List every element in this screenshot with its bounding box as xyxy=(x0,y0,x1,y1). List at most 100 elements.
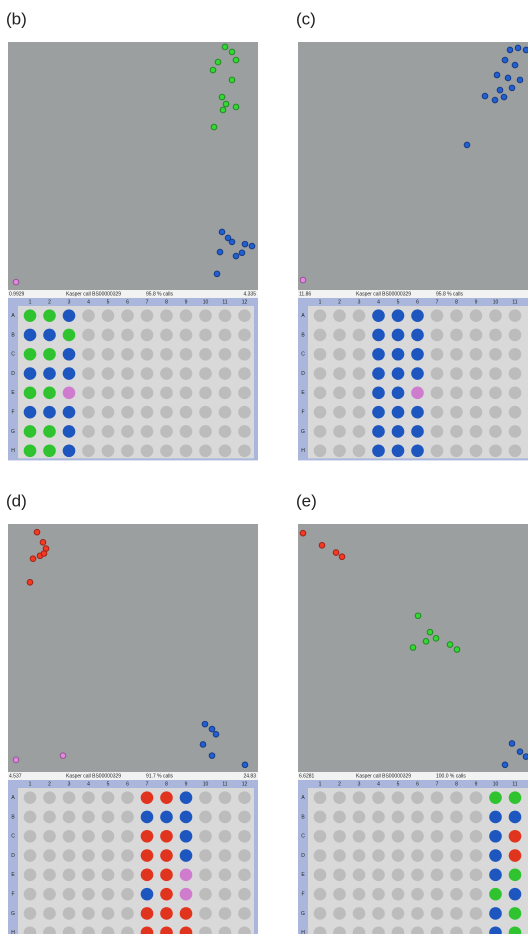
point xyxy=(332,549,340,556)
well xyxy=(179,907,193,920)
well xyxy=(372,444,385,458)
header-percent: 95.8 % calls xyxy=(146,291,173,297)
well xyxy=(218,425,232,438)
well xyxy=(179,926,193,934)
well xyxy=(140,926,154,934)
point xyxy=(506,46,514,54)
point xyxy=(214,58,222,66)
well xyxy=(430,810,444,824)
well xyxy=(450,810,463,824)
well xyxy=(508,328,522,342)
row-label: H xyxy=(11,930,15,934)
well xyxy=(508,868,522,882)
well xyxy=(352,425,366,438)
well xyxy=(43,810,56,824)
well xyxy=(469,444,483,458)
column-label: 4 xyxy=(87,299,90,305)
well xyxy=(372,309,385,322)
well xyxy=(313,926,327,934)
point xyxy=(228,76,236,84)
well xyxy=(179,309,193,322)
point xyxy=(504,74,512,82)
well xyxy=(140,328,154,342)
well xyxy=(450,791,463,804)
well xyxy=(391,309,405,322)
column-label: 5 xyxy=(397,781,400,787)
well xyxy=(313,810,327,824)
well xyxy=(218,328,232,342)
well xyxy=(62,309,76,322)
well xyxy=(489,849,502,862)
well xyxy=(411,309,424,322)
well xyxy=(313,444,327,458)
well xyxy=(411,907,424,920)
column-label: 7 xyxy=(146,781,149,787)
well xyxy=(43,347,56,361)
well xyxy=(160,868,173,882)
well xyxy=(313,309,327,322)
well xyxy=(140,405,154,419)
well xyxy=(62,907,76,920)
well xyxy=(199,907,212,920)
header-call: Kasper call BS00000329 xyxy=(66,773,121,779)
well xyxy=(391,386,405,400)
well xyxy=(101,328,115,342)
point xyxy=(516,748,524,755)
well xyxy=(82,868,95,882)
well xyxy=(179,791,193,804)
well xyxy=(121,887,134,901)
well xyxy=(411,887,424,901)
well xyxy=(23,810,37,824)
well xyxy=(391,926,405,934)
point xyxy=(481,92,489,100)
point xyxy=(522,46,528,54)
column-label: 5 xyxy=(397,299,400,305)
column-label: 4 xyxy=(87,781,90,787)
well xyxy=(82,829,95,843)
well xyxy=(23,328,37,342)
column-label: 11 xyxy=(222,781,227,787)
well xyxy=(23,849,37,862)
well xyxy=(391,444,405,458)
well xyxy=(411,829,424,843)
well xyxy=(333,367,346,380)
column-label: 2 xyxy=(338,299,341,305)
plate-wells-bg xyxy=(18,788,254,934)
point xyxy=(210,123,218,131)
well xyxy=(121,309,134,322)
well xyxy=(430,425,444,438)
header-left: 4.537 xyxy=(9,773,22,779)
plot-area xyxy=(8,524,258,772)
well xyxy=(489,386,502,400)
row-label: A xyxy=(11,313,15,319)
well xyxy=(199,309,212,322)
well xyxy=(160,386,173,400)
point xyxy=(248,242,256,250)
well xyxy=(450,405,463,419)
well xyxy=(199,829,212,843)
well xyxy=(62,849,76,862)
well xyxy=(140,868,154,882)
point xyxy=(414,612,422,620)
point xyxy=(241,240,249,248)
well xyxy=(450,849,463,862)
well xyxy=(218,926,232,934)
well xyxy=(140,425,154,438)
well xyxy=(179,425,193,438)
well xyxy=(238,425,251,438)
header-call: Kasper call BS00000329 xyxy=(356,291,411,297)
well xyxy=(430,907,444,920)
well xyxy=(62,367,76,380)
column-label: 4 xyxy=(377,299,380,305)
well xyxy=(43,849,56,862)
header-call: Kasper call BS00000329 xyxy=(66,291,121,297)
well xyxy=(101,791,115,804)
well xyxy=(372,405,385,419)
well xyxy=(333,791,346,804)
panel-label: (d) xyxy=(6,491,27,510)
well xyxy=(101,386,115,400)
well xyxy=(372,347,385,361)
well xyxy=(469,810,483,824)
well xyxy=(121,849,134,862)
well xyxy=(508,926,522,934)
